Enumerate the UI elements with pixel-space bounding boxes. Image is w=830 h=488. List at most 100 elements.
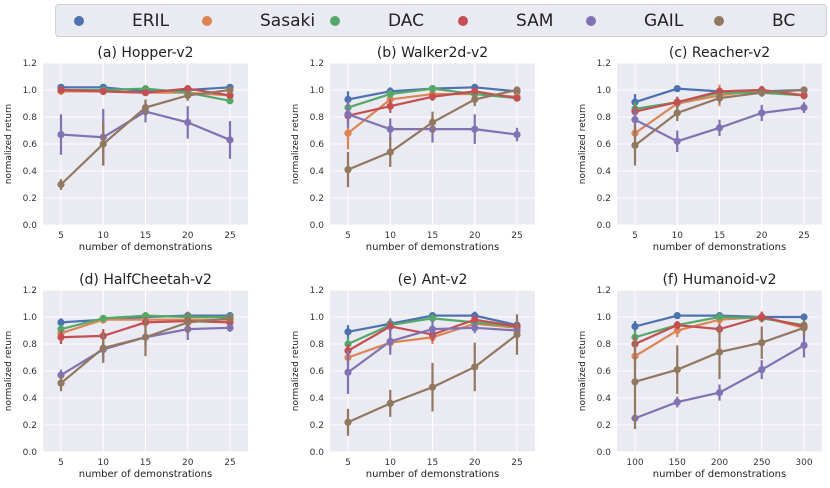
subplot-4: 0.0 0.2 0.4 0.6 0.8 1.0 1.2 5 10 15 20 25 (e) Ant-v2… <box>291 272 535 480</box>
data-point <box>428 85 437 93</box>
data-point <box>513 86 521 94</box>
subplot-title: (e) Ant-v2 <box>398 272 468 288</box>
legend-item-4: GAIL <box>586 5 683 36</box>
data-point <box>471 316 479 324</box>
x-tick-label: 5 <box>345 231 351 241</box>
data-point <box>471 87 479 95</box>
y-tick-label: 0.4 <box>597 394 612 404</box>
x-tick-label: 200 <box>711 458 728 468</box>
series-bc <box>631 319 808 430</box>
x-tick-label: 150 <box>669 458 686 468</box>
x-tick-label: 5 <box>632 231 638 241</box>
data-point <box>99 314 107 322</box>
y-axis-label: normalized return <box>291 331 301 411</box>
data-point <box>386 90 394 98</box>
subplot-3: 0.0 0.2 0.4 0.6 0.8 1.0 1.2 5 10 15 20 25 (d) HalfCh… <box>4 272 248 480</box>
legend-marker-4 <box>586 15 596 26</box>
data-point <box>513 130 521 139</box>
x-tick-label: 20 <box>182 231 194 241</box>
x-tick-label: 15 <box>427 458 438 468</box>
y-axis-label: normalized return <box>578 331 588 411</box>
x-tick-label: 10 <box>672 231 684 241</box>
legend-label-1: Sasaki <box>260 10 316 31</box>
data-point <box>758 89 766 97</box>
y-tick-label: 0.0 <box>310 221 325 231</box>
y-tick-label: 0.8 <box>597 340 612 350</box>
y-tick-label: 0.4 <box>597 167 612 177</box>
data-point <box>715 313 724 321</box>
y-tick-label: 0.4 <box>310 167 325 177</box>
data-point <box>386 337 394 345</box>
data-point <box>386 125 394 133</box>
x-tick-label: 300 <box>795 458 812 468</box>
y-axis-label: normalized return <box>4 104 14 184</box>
subplot-title: (a) Hopper-v2 <box>97 45 193 61</box>
subplot-1: 0.0 0.2 0.4 0.6 0.8 1.0 1.2 5 10 15 20 25 (b) Walker… <box>291 45 535 253</box>
x-tick-label: 25 <box>511 458 522 468</box>
series-bc <box>57 311 234 392</box>
data-point <box>631 141 639 149</box>
legend-item-5: BC <box>714 5 795 36</box>
y-tick-label: 0.2 <box>597 421 611 431</box>
y-tick-label: 1.2 <box>310 59 324 69</box>
x-tick-label: 20 <box>182 458 194 468</box>
y-tick-label: 0.2 <box>23 421 37 431</box>
legend-marker-0 <box>74 15 84 26</box>
legend-marker-5 <box>714 15 724 26</box>
data-point <box>471 363 479 371</box>
y-tick-label: 1.2 <box>597 286 611 296</box>
x-tick-label: 15 <box>427 231 438 241</box>
data-point <box>673 312 681 320</box>
x-axis-label: number of demonstrations <box>79 469 212 480</box>
data-point <box>386 399 394 407</box>
data-point <box>344 418 352 426</box>
y-tick-label: 0.4 <box>23 167 38 177</box>
data-point <box>57 325 65 333</box>
data-point <box>344 95 352 104</box>
data-point <box>184 91 192 99</box>
data-point <box>800 86 808 94</box>
x-tick-label: 15 <box>140 458 151 468</box>
data-point <box>428 93 437 101</box>
y-tick-label: 0.8 <box>310 340 325 350</box>
data-point <box>226 324 234 332</box>
x-tick-label: 5 <box>345 458 351 468</box>
legend: ERIL Sasaki DAC SAM GAIL BC <box>55 4 827 37</box>
data-point <box>800 103 808 112</box>
data-point <box>428 383 437 391</box>
data-point <box>57 333 65 341</box>
y-tick-label: 0.8 <box>23 340 38 350</box>
x-tick-label: 5 <box>58 458 64 468</box>
data-point <box>513 330 521 339</box>
data-point <box>57 379 65 387</box>
data-point <box>673 321 681 329</box>
series-gail <box>631 333 808 422</box>
data-point <box>226 91 234 99</box>
data-point <box>344 328 352 336</box>
data-point <box>344 129 352 137</box>
y-tick-label: 0.8 <box>310 113 325 123</box>
y-tick-label: 0.8 <box>597 113 612 123</box>
data-point <box>184 118 192 126</box>
x-tick-label: 250 <box>753 458 770 468</box>
y-tick-label: 0.6 <box>597 367 612 377</box>
y-tick-label: 0.2 <box>597 194 611 204</box>
data-point <box>758 366 766 374</box>
y-tick-label: 0.6 <box>310 367 325 377</box>
x-axis-label: number of demonstrations <box>79 242 212 253</box>
series-bc <box>344 314 521 436</box>
data-point <box>57 180 65 189</box>
legend-label-5: BC <box>772 10 796 31</box>
y-tick-label: 0.6 <box>23 140 38 150</box>
data-point <box>513 94 521 102</box>
y-tick-label: 1.0 <box>310 86 325 96</box>
x-tick-label: 5 <box>58 231 64 241</box>
data-point <box>673 398 681 406</box>
data-point <box>141 103 150 112</box>
y-tick-label: 0.6 <box>23 367 38 377</box>
data-point <box>758 313 766 321</box>
legend-label-2: DAC <box>388 10 424 31</box>
subplot-0: 0.0 0.2 0.4 0.6 0.8 1.0 1.2 5 10 15 20 25 (a) Hopper… <box>4 45 248 253</box>
y-tick-label: 1.2 <box>23 59 37 69</box>
